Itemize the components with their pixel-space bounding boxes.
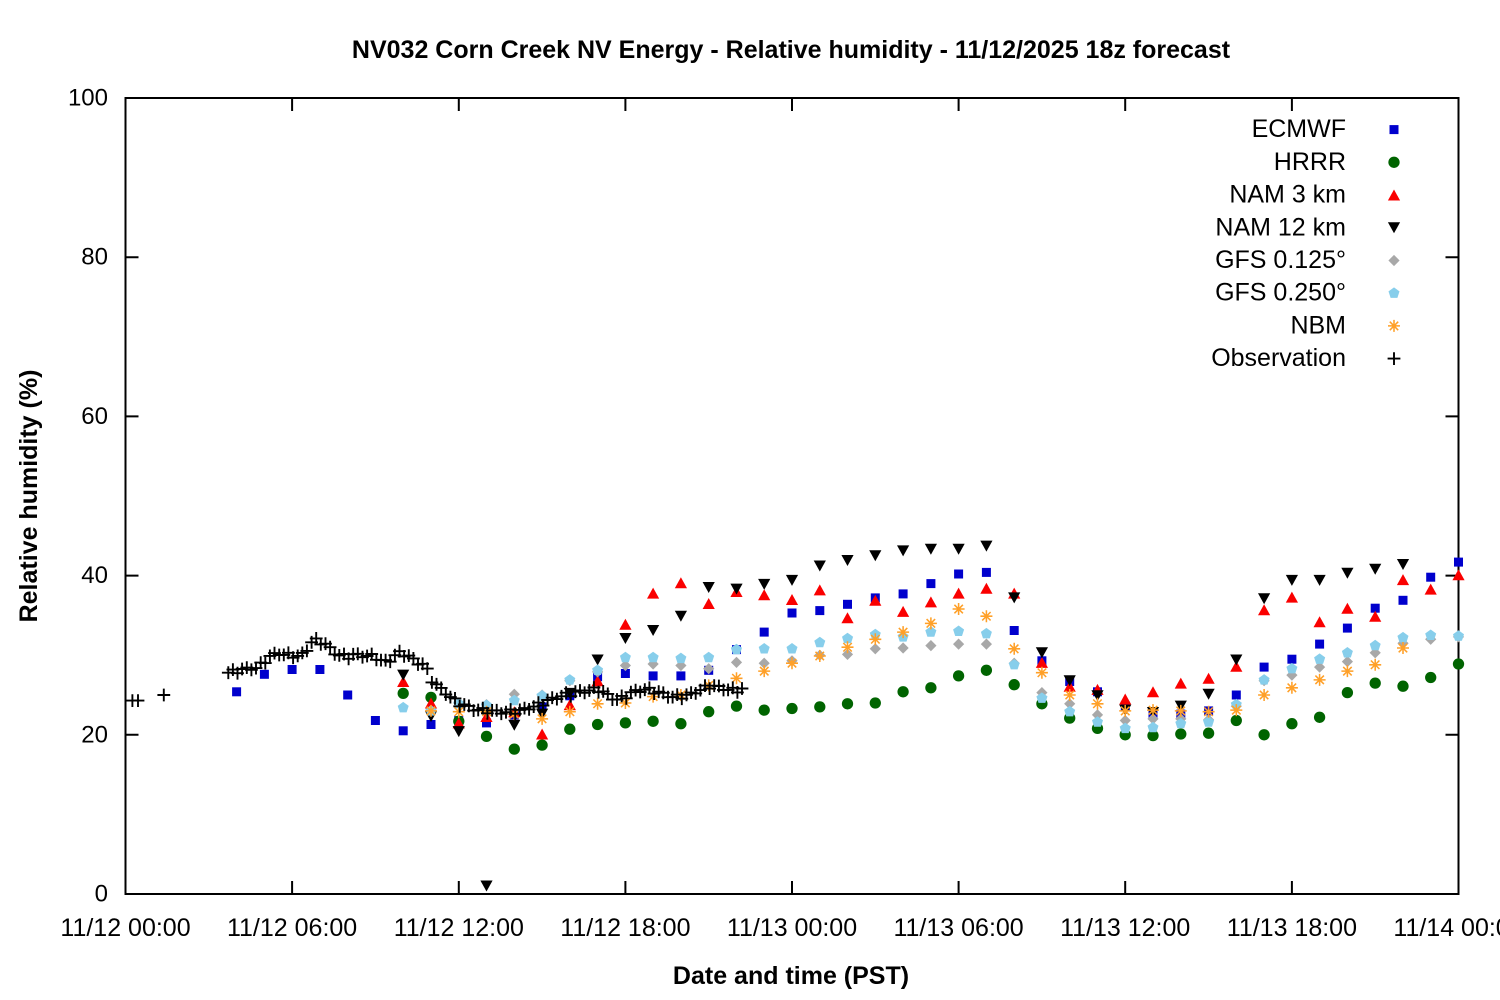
svg-text:NAM 3 km: NAM 3 km bbox=[1229, 181, 1346, 209]
svg-text:ECMWF: ECMWF bbox=[1252, 115, 1346, 143]
svg-text:11/13 00:00: 11/13 00:00 bbox=[727, 914, 857, 942]
svg-text:11/13 12:00: 11/13 12:00 bbox=[1060, 914, 1190, 942]
svg-text:NV032 Corn Creek NV Energy - R: NV032 Corn Creek NV Energy - Relative hu… bbox=[352, 36, 1231, 64]
svg-text:11/12 18:00: 11/12 18:00 bbox=[560, 914, 690, 942]
svg-text:GFS 0.250°: GFS 0.250° bbox=[1215, 279, 1346, 307]
svg-text:40: 40 bbox=[81, 562, 108, 589]
svg-text:60: 60 bbox=[81, 403, 108, 430]
svg-text:NAM 12 km: NAM 12 km bbox=[1215, 213, 1346, 241]
svg-text:11/12 12:00: 11/12 12:00 bbox=[394, 914, 524, 942]
svg-text:Observation: Observation bbox=[1211, 344, 1346, 372]
svg-text:11/12 00:00: 11/12 00:00 bbox=[60, 914, 190, 942]
svg-text:Relative humidity (%): Relative humidity (%) bbox=[15, 370, 43, 623]
svg-text:HRRR: HRRR bbox=[1274, 148, 1346, 176]
svg-text:NBM: NBM bbox=[1290, 311, 1346, 339]
svg-text:20: 20 bbox=[81, 721, 108, 748]
svg-text:11/14 00:00: 11/14 00:00 bbox=[1393, 914, 1500, 942]
svg-text:11/13 18:00: 11/13 18:00 bbox=[1227, 914, 1357, 942]
svg-text:GFS 0.125°: GFS 0.125° bbox=[1215, 246, 1346, 274]
svg-text:80: 80 bbox=[81, 244, 108, 271]
svg-text:11/13 06:00: 11/13 06:00 bbox=[893, 914, 1023, 942]
svg-text:0: 0 bbox=[95, 881, 108, 908]
svg-text:11/12 06:00: 11/12 06:00 bbox=[227, 914, 357, 942]
svg-text:100: 100 bbox=[68, 85, 108, 112]
svg-text:Date and time (PST): Date and time (PST) bbox=[673, 962, 909, 990]
